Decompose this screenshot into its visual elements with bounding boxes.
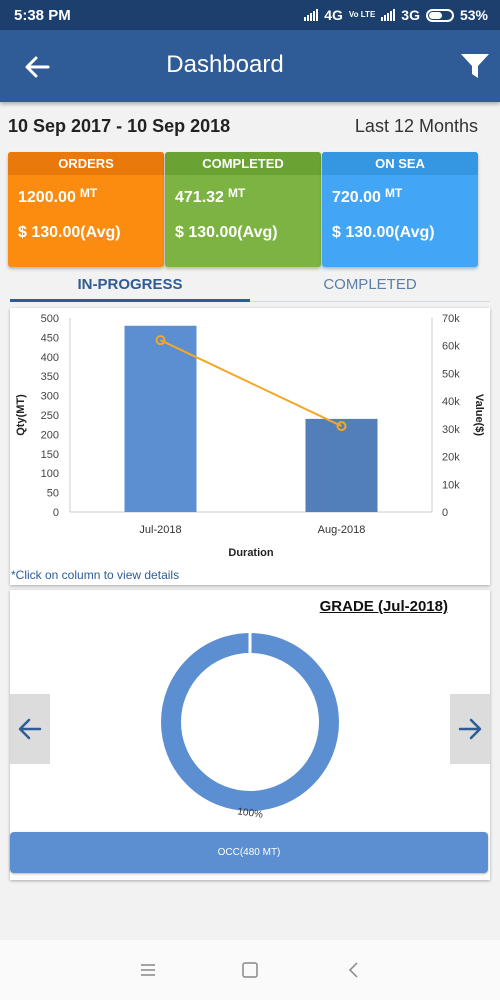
y-tick-label: 400 bbox=[41, 352, 59, 364]
line-point bbox=[336, 421, 347, 432]
y2-axis-title: Value($) bbox=[473, 394, 485, 437]
y-tick-label: 50 bbox=[47, 488, 59, 500]
network-type-2: 3G bbox=[401, 7, 420, 23]
y2-tick-label: 0 bbox=[442, 507, 448, 519]
orders-card[interactable]: ORDERS 1200.00 MT $ 130.00(Avg) bbox=[8, 152, 164, 267]
tab-bar: IN-PROGRESS COMPLETED bbox=[10, 272, 490, 302]
date-range: 10 Sep 2017 - 10 Sep 2018 bbox=[8, 116, 231, 136]
card-quantity: 1200.00 MT bbox=[18, 186, 98, 206]
grade-title: GRADE (Jul-2018) bbox=[319, 598, 448, 615]
arrow-left-icon bbox=[18, 718, 42, 740]
signal-icon bbox=[304, 9, 319, 21]
status-icons: 4G Vo LTE 3G 53% bbox=[304, 7, 488, 23]
chart-note: *Click on column to view details bbox=[11, 568, 180, 582]
card-average: $ 130.00(Avg) bbox=[332, 224, 435, 241]
filter-icon[interactable] bbox=[460, 52, 490, 80]
volte-icon: Vo LTE bbox=[349, 11, 375, 19]
previous-button[interactable] bbox=[10, 694, 50, 764]
menu-icon[interactable] bbox=[138, 960, 158, 980]
status-bar: 5:38 PM 4G Vo LTE 3G 53% bbox=[0, 0, 500, 30]
card-header: ON SEA bbox=[322, 152, 478, 175]
status-time: 5:38 PM bbox=[14, 6, 71, 24]
on-sea-card[interactable]: ON SEA 720.00 MT $ 130.00(Avg) bbox=[322, 152, 478, 267]
y-tick-label: 500 bbox=[41, 313, 59, 325]
y-tick-label: 0 bbox=[53, 507, 59, 519]
volte-label: Vo LTE bbox=[348, 10, 376, 19]
battery-icon bbox=[425, 8, 454, 22]
tab-completed[interactable]: COMPLETED bbox=[250, 272, 490, 302]
y2-tick-label: 30k bbox=[442, 424, 460, 436]
chart-panel: 0 50 100 150 200 250 300 350 400 450 500 0 10k 20k 30k… bbox=[10, 308, 490, 585]
donut-chart[interactable]: 100% bbox=[150, 622, 350, 822]
y2-tick-label: 70k bbox=[442, 313, 460, 325]
chart-bar bbox=[124, 325, 197, 512]
y2-tick-label: 50k bbox=[442, 368, 460, 380]
y-tick-label: 150 bbox=[41, 449, 59, 461]
battery-level: 53% bbox=[459, 7, 488, 23]
grade-legend-occ[interactable]: OCC(480 MT) bbox=[10, 832, 488, 873]
network-type-1: 4G bbox=[324, 7, 343, 23]
y2-tick-label: 10k bbox=[442, 479, 460, 491]
card-header: COMPLETED bbox=[165, 152, 321, 175]
x-tick-label: Aug-2018 bbox=[318, 524, 366, 536]
y-tick-label: 300 bbox=[41, 391, 59, 403]
completed-card[interactable]: COMPLETED 471.32 MT $ 130.00(Avg) bbox=[165, 152, 321, 267]
period-selector[interactable]: Last 12 Months bbox=[354, 116, 478, 136]
y2-tick-label: 40k bbox=[442, 396, 460, 408]
home-icon[interactable] bbox=[240, 960, 260, 980]
combo-chart: 0 50 100 150 200 250 300 350 400 450 500 0 10k 20k 30k… bbox=[15, 313, 485, 559]
y-tick-label: 200 bbox=[41, 429, 59, 441]
system-nav-bar bbox=[0, 940, 500, 1000]
y-tick-label: 450 bbox=[41, 332, 59, 344]
card-average: $ 130.00(Avg) bbox=[18, 224, 121, 241]
line-point bbox=[155, 335, 166, 346]
y-tick-label: 100 bbox=[41, 468, 59, 480]
grade-panel: GRADE (Jul-2018) 100% OCC(480 MT) bbox=[10, 590, 490, 880]
arrow-left-icon[interactable] bbox=[22, 52, 52, 82]
x-axis-title: Duration bbox=[228, 547, 274, 559]
card-quantity: 471.32 MT bbox=[175, 186, 246, 206]
y-axis-title: Qty(MT) bbox=[15, 394, 27, 436]
card-average: $ 130.00(Avg) bbox=[175, 224, 278, 241]
x-tick-label: Jul-2018 bbox=[139, 524, 181, 536]
y-tick-label: 250 bbox=[41, 410, 59, 422]
back-icon[interactable] bbox=[344, 960, 364, 980]
donut-ring bbox=[161, 633, 339, 811]
y2-tick-label: 20k bbox=[442, 452, 460, 464]
y2-tick-label: 60k bbox=[442, 341, 460, 353]
card-quantity: 720.00 MT bbox=[332, 186, 403, 206]
next-button[interactable] bbox=[450, 694, 490, 764]
tab-in-progress[interactable]: IN-PROGRESS bbox=[10, 272, 250, 302]
value-line bbox=[160, 339, 342, 427]
y-tick-label: 350 bbox=[41, 371, 59, 383]
chart-bar bbox=[305, 418, 378, 512]
signal-icon-2 bbox=[381, 9, 396, 21]
date-row: 10 Sep 2017 - 10 Sep 2018 Last 12 Months bbox=[0, 114, 500, 140]
page-title: Dashboard bbox=[166, 51, 284, 78]
arrow-right-icon bbox=[458, 718, 482, 740]
donut-label: 100% bbox=[237, 806, 264, 820]
app-bar: Dashboard bbox=[0, 30, 500, 102]
card-header: ORDERS bbox=[8, 152, 164, 175]
